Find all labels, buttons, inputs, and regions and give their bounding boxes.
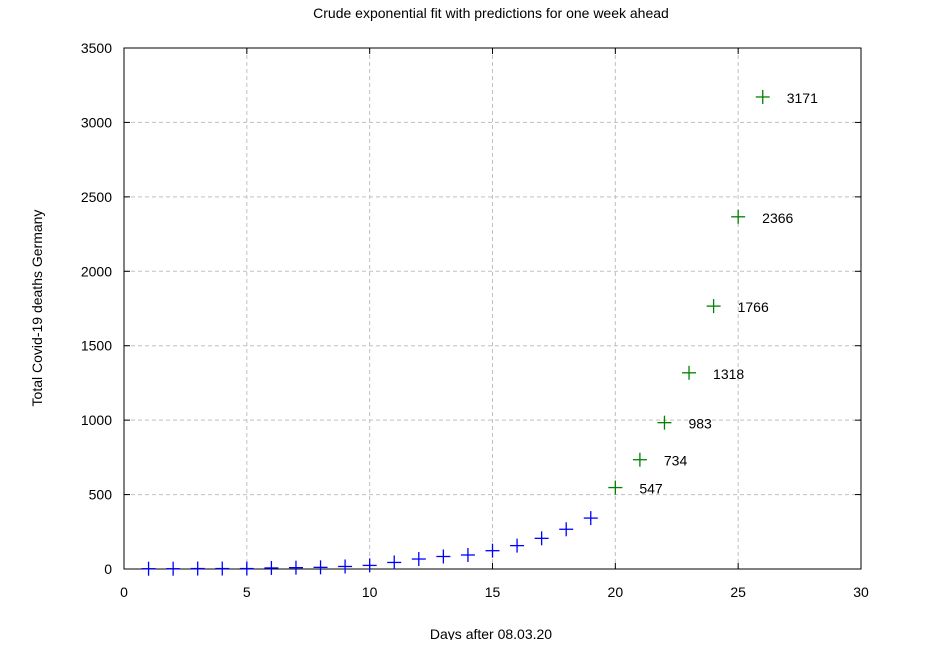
observed-point [534, 531, 549, 546]
observed-point [338, 559, 353, 574]
chart-title: Crude exponential fit with predictions f… [313, 5, 669, 21]
observed-point [485, 543, 500, 558]
data-label: 547 [639, 481, 663, 497]
data-label: 1766 [738, 299, 769, 315]
prediction-point [682, 365, 697, 380]
data-label: 3171 [787, 90, 818, 106]
y-tick-label: 500 [89, 487, 113, 503]
x-tick-label: 30 [853, 584, 869, 600]
x-tick-label: 15 [485, 584, 501, 600]
observed-point [166, 561, 181, 576]
observed-point [288, 560, 303, 575]
prediction-point [608, 480, 623, 495]
axis-ticks: 0 5 10 15 20 25 30 0 500 1000 1500 2000 2500 3000 3500 [81, 40, 869, 600]
grid [124, 48, 861, 569]
observed-point [141, 561, 156, 576]
x-axis-label: Days after 08.03.20 [430, 626, 552, 640]
data-label: 1318 [713, 366, 744, 382]
observed-point [559, 522, 574, 537]
data-label: 734 [664, 453, 688, 469]
prediction-point [706, 299, 721, 314]
observed-point [387, 555, 402, 570]
observed-point [436, 549, 451, 564]
x-tick-label: 5 [243, 584, 251, 600]
y-tick-label: 1000 [81, 412, 112, 428]
prediction-point [755, 89, 770, 104]
y-tick-label: 0 [104, 561, 112, 577]
prediction-point [632, 452, 647, 467]
y-tick-label: 3000 [81, 114, 112, 130]
observed-point [190, 561, 205, 576]
observed-point [510, 538, 525, 553]
data-label: 2366 [762, 210, 793, 226]
x-tick-label: 25 [730, 584, 746, 600]
observed-point [313, 560, 328, 575]
data-label: 983 [688, 416, 712, 432]
observed-point [411, 552, 426, 567]
y-tick-label: 2500 [81, 189, 112, 205]
observed-point [215, 561, 230, 576]
observed-point [264, 560, 279, 575]
y-tick-label: 2000 [81, 263, 112, 279]
observed-point [460, 548, 475, 563]
x-tick-label: 0 [120, 584, 128, 600]
observed-point [583, 511, 598, 526]
y-tick-label: 1500 [81, 338, 112, 354]
x-tick-label: 10 [362, 584, 378, 600]
y-axis-label: Total Covid-19 deaths Germany [29, 210, 45, 407]
observed-point [239, 561, 254, 576]
x-tick-label: 20 [608, 584, 624, 600]
observed-point [362, 558, 377, 573]
y-tick-label: 3500 [81, 40, 112, 56]
prediction-point [731, 209, 746, 224]
prediction-point [657, 415, 672, 430]
